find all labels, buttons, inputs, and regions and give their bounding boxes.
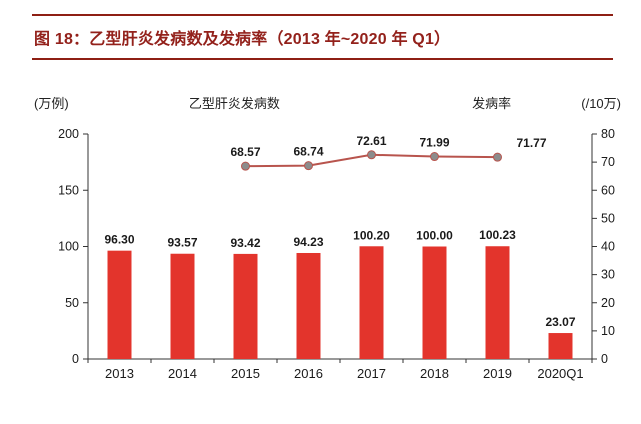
x-category-label: 2016 xyxy=(294,366,323,381)
bar-value-label: 93.42 xyxy=(230,236,260,250)
bar-value-label: 100.23 xyxy=(479,228,516,242)
left-axis-tick-label: 50 xyxy=(65,296,79,310)
x-category-label: 2019 xyxy=(483,366,512,381)
rate-value-label: 68.74 xyxy=(293,145,323,159)
bar-2013 xyxy=(107,250,132,359)
left-axis-tick-label: 100 xyxy=(58,240,79,254)
x-category-label: 2013 xyxy=(105,366,134,381)
rate-value-label: 71.77 xyxy=(516,136,546,150)
bar-2018 xyxy=(422,246,447,359)
legend-cases-label: 乙型肝炎发病数 xyxy=(188,95,280,111)
figure-header: 图 18：乙型肝炎发病数及发病率（2013 年~2020 年 Q1） xyxy=(32,14,613,60)
rate-value-label: 72.61 xyxy=(356,134,386,148)
legend-row: (万例) 乙型肝炎发病数 发病率 (/10万) xyxy=(34,90,621,114)
bar-swatch-icon xyxy=(139,97,181,108)
rate-marker xyxy=(493,152,502,162)
bar-value-label: 100.00 xyxy=(416,229,453,243)
left-axis-tick-label: 150 xyxy=(58,183,79,197)
bar-value-label: 23.07 xyxy=(545,315,575,329)
left-axis-unit-label: (万例) xyxy=(34,95,69,111)
bar-value-label: 96.30 xyxy=(104,233,134,247)
bar-value-label: 94.23 xyxy=(293,235,323,249)
rate-value-label: 71.99 xyxy=(419,136,449,150)
right-axis-unit-label: (/10万) xyxy=(581,95,621,111)
legend-item-cases: 乙型肝炎发病数 xyxy=(139,93,280,112)
bar-2017 xyxy=(359,246,384,359)
chart-svg: 0 50 100 150 200 0 10 20 30 40 50 60 70 80 96.30 2013 93… xyxy=(58,127,615,381)
rate-marker xyxy=(241,161,250,171)
x-category-label: 2017 xyxy=(357,366,386,381)
chart-legend: 乙型肝炎发病数 发病率 xyxy=(69,93,582,112)
x-category-label: 2020Q1 xyxy=(537,366,583,381)
line-swatch-icon xyxy=(420,101,464,103)
header-bottom-rule xyxy=(32,58,613,60)
header-top-rule xyxy=(32,14,613,16)
left-axis-tick-label: 200 xyxy=(58,127,79,141)
bar-2015 xyxy=(233,253,258,359)
x-category-label: 2014 xyxy=(168,366,197,381)
legend-rate-label: 发病率 xyxy=(472,95,512,111)
figure-title: 图 18：乙型肝炎发病数及发病率（2013 年~2020 年 Q1） xyxy=(34,31,451,48)
right-axis-tick-label: 30 xyxy=(601,268,615,282)
x-category-label: 2018 xyxy=(420,366,449,381)
right-axis-tick-label: 10 xyxy=(601,324,615,338)
right-axis-tick-label: 80 xyxy=(601,127,615,141)
right-axis-tick-label: 20 xyxy=(601,296,615,310)
legend-item-rate: 发病率 xyxy=(420,93,511,112)
right-axis-tick-label: 0 xyxy=(601,352,608,366)
right-axis-tick-label: 40 xyxy=(601,240,615,254)
rate-marker xyxy=(430,152,439,162)
x-category-label: 2015 xyxy=(231,366,260,381)
right-axis-tick-label: 50 xyxy=(601,211,615,225)
bar-2019 xyxy=(485,246,510,359)
bar-value-label: 93.57 xyxy=(167,236,197,250)
right-axis-tick-label: 60 xyxy=(601,183,615,197)
right-axis-tick-label: 70 xyxy=(601,155,615,169)
bar-2014 xyxy=(170,253,195,359)
rate-marker xyxy=(304,161,313,171)
rate-value-label: 68.57 xyxy=(230,145,260,159)
bar-value-label: 100.20 xyxy=(353,228,390,242)
bar-2016 xyxy=(296,252,321,359)
left-axis-tick-label: 0 xyxy=(72,352,79,366)
bar-2020Q1 xyxy=(548,333,573,359)
rate-marker xyxy=(367,150,376,160)
